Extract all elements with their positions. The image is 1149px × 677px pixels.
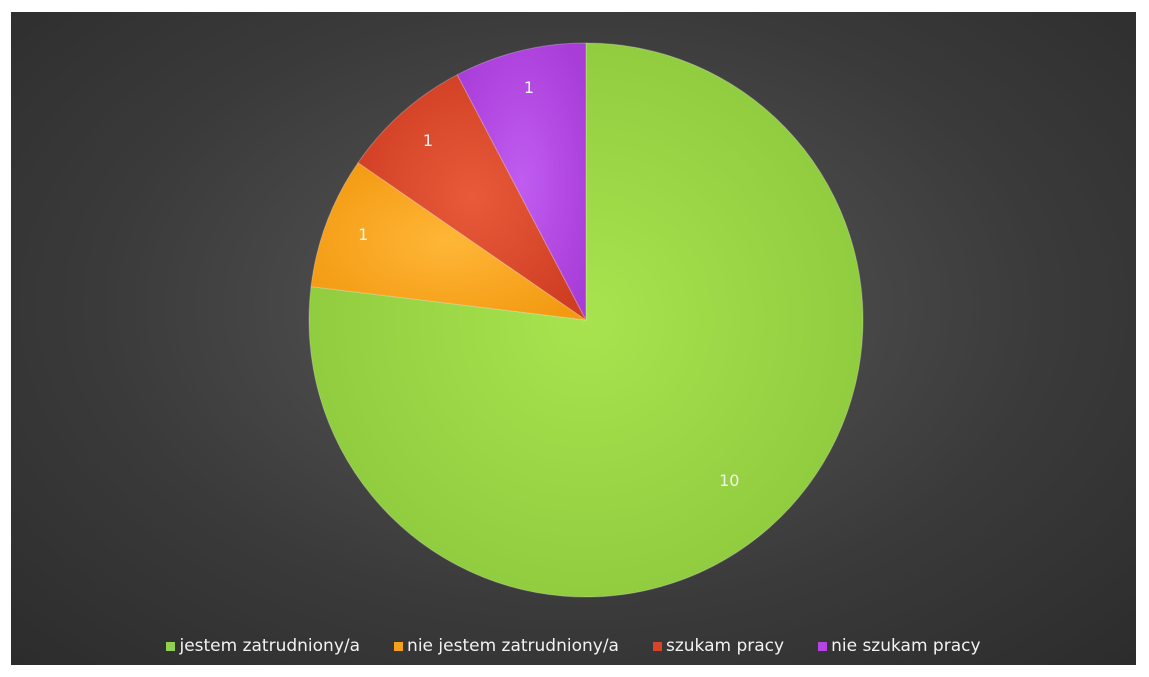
legend-swatch [394,641,404,651]
pie-slice-4 [456,42,587,321]
legend-swatch [166,641,176,651]
legend-item-3: szukam pracy [652,636,785,656]
legend: jestem zatrudniony/a nie jestem zatrudnio… [11,636,1136,656]
data-label-3: 1 [423,131,433,150]
chart-area: 10 1 1 1 jestem zatrudniony/a nie jestem zat… [11,12,1136,665]
legend-label: szukam pracy [665,636,785,656]
pie-slice-2 [310,161,587,321]
pie-slice-1 [308,42,864,598]
legend-item-1: jestem zatrudniony/a [166,636,360,656]
legend-swatch [652,641,662,651]
legend-item-2: nie jestem zatrudniony/a [394,636,619,656]
pie-slice-3 [357,74,587,321]
legend-label: nie jestem zatrudniony/a [407,636,619,656]
legend-item-4: nie szukam pracy [818,636,981,656]
legend-swatch [818,641,828,651]
pie-chart: 10 1 1 1 [308,42,864,598]
data-label-2: 1 [358,225,368,244]
data-label-1: 10 [719,471,739,490]
legend-label: nie szukam pracy [831,636,981,656]
data-label-4: 1 [524,78,534,97]
legend-label: jestem zatrudniony/a [179,636,361,656]
